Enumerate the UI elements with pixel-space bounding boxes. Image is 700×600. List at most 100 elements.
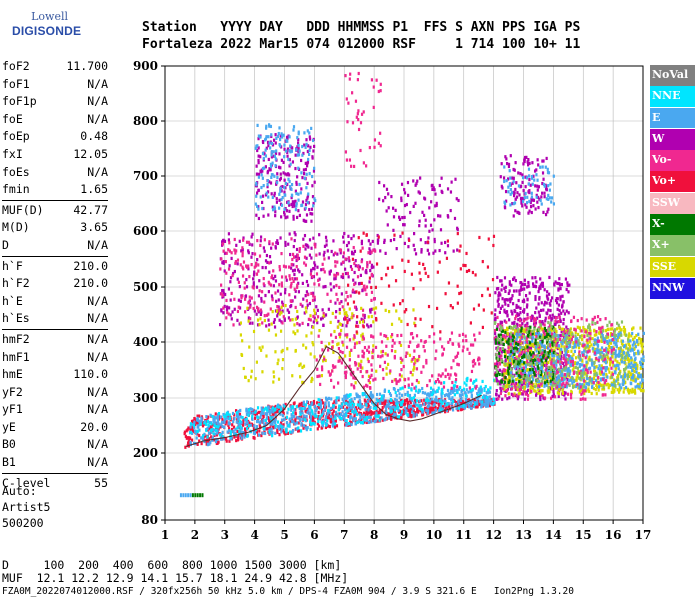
echo-point [592,342,596,347]
echo-point [549,321,552,325]
echo-point [220,422,223,426]
echo-point [343,231,346,236]
echo-point [556,338,559,342]
echo-point [522,381,526,385]
echo-point [542,308,545,312]
echo-point [515,332,518,337]
echo-point [353,290,356,294]
echo-point [567,379,571,383]
parameter-row: fmin 1.65 [2,181,108,199]
echo-point [369,410,373,414]
echo-point [346,422,350,426]
echo-point [429,386,433,390]
echo-point [642,331,645,336]
echo-point [538,313,541,317]
echo-point [495,287,499,291]
echo-point [519,317,522,321]
echo-point [239,425,242,429]
echo-point [571,385,575,389]
echo-point [574,334,577,338]
parameter-value: 110.0 [73,367,108,382]
echo-point [538,389,541,394]
echo-point [530,364,533,368]
echo-point [443,399,446,403]
echo-point [517,392,521,396]
echo-point [215,433,218,437]
echo-point [233,435,236,439]
echo-point [554,374,557,378]
echo-point [526,359,529,363]
echo-point [282,315,285,319]
echo-point [224,260,227,264]
echo-point [259,415,262,420]
echo-point [223,425,226,429]
echo-point [620,386,623,390]
echo-point [554,316,558,320]
echo-point [216,431,219,435]
echo-point [505,388,509,393]
echo-point [357,419,361,424]
echo-point [634,385,637,389]
echo-point [596,373,599,377]
echo-point [639,339,642,343]
echo-point [529,333,533,337]
echo-point [237,280,240,284]
echo-point [272,410,275,414]
echo-point [506,332,509,336]
echo-point [249,303,252,307]
echo-point [612,347,615,351]
echo-point [378,418,381,422]
echo-point [372,248,375,252]
echo-point [313,261,316,265]
echo-point [210,429,213,433]
parameter-value: 210.0 [73,276,108,291]
echo-point [532,358,535,363]
echo-point [350,236,353,241]
echo-point [365,418,368,423]
echo-point [558,283,562,287]
echo-point [300,422,303,426]
echo-point [613,388,616,392]
echo-point [555,343,558,347]
echo-point [252,277,255,281]
echo-point [285,421,289,425]
echo-point [409,397,412,401]
echo-point [500,389,503,393]
echo-point [506,327,509,331]
echo-point [272,419,275,424]
echo-point [343,394,346,399]
echo-point [451,408,455,412]
echo-point [504,384,507,388]
echo-point [602,383,605,387]
echo-point [574,365,577,370]
echo-point [557,346,561,350]
echo-point [563,347,567,351]
echo-point [545,311,548,315]
echo-point [302,297,305,301]
echo-point [280,424,283,429]
echo-point [550,376,553,380]
echo-point [578,384,581,388]
echo-point [556,334,559,338]
echo-point [249,317,252,321]
echo-point [292,414,296,419]
echo-point [489,402,493,406]
echo-point [545,301,548,305]
echo-point [228,416,232,421]
echo-point [518,319,522,323]
echo-point [389,393,393,398]
echo-point [551,394,554,399]
echo-point [505,369,508,373]
echo-point [416,403,419,407]
echo-point [293,231,296,235]
echo-point [312,236,315,240]
echo-point [291,429,295,433]
echo-point [291,405,295,409]
echo-point [532,336,535,340]
echo-point [557,367,560,371]
echo-point [509,342,512,346]
echo-point [618,330,621,335]
echo-point [484,384,487,389]
echo-point [359,405,362,410]
echo-point [426,409,430,413]
